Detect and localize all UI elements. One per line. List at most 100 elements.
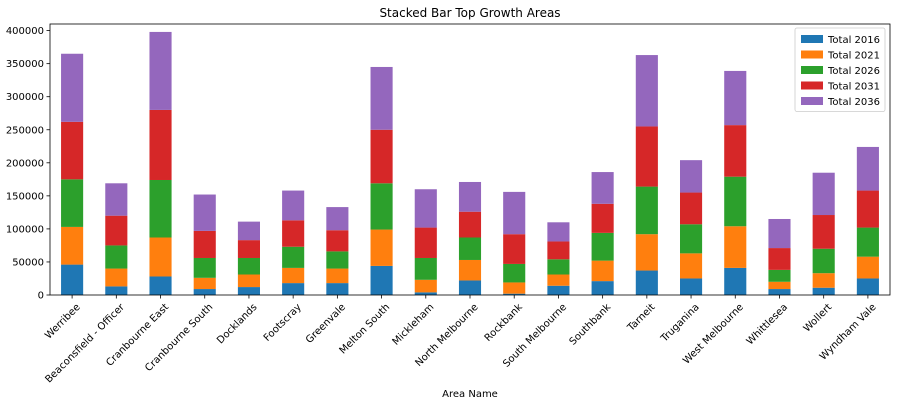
y-tick-label: 0 — [38, 291, 44, 302]
y-tick-label: 350000 — [6, 59, 44, 70]
bar-segment — [724, 226, 747, 268]
bar-segment — [193, 277, 216, 290]
bar-segment — [61, 179, 84, 227]
bar-segment — [193, 289, 216, 295]
y-axis: 0 50000 100000 150000 200000 250000 300000 3500… — [6, 26, 50, 302]
bar-segment — [61, 264, 84, 295]
x-tick-label: Wollert — [802, 302, 835, 335]
x-tick-label: Mickleham — [391, 302, 437, 348]
bar-segment — [591, 203, 614, 233]
bar-segment — [105, 245, 128, 269]
x-tick-label: Whittlesea — [745, 302, 790, 347]
legend: Total 2016 Total 2021 Total 2026 Total 2031… — [794, 27, 886, 112]
bar-segment — [503, 191, 526, 235]
bar-segment — [105, 286, 128, 295]
bar-segment — [547, 259, 570, 275]
bar-segment — [193, 194, 216, 231]
bar-segment — [414, 292, 437, 295]
bar-segment — [503, 234, 526, 264]
x-tick-label: Tarneit — [625, 302, 657, 334]
bar-segment — [591, 260, 614, 282]
y-tick-label: 50000 — [12, 257, 44, 268]
bar-segment — [635, 55, 658, 127]
bar-segment — [326, 207, 349, 231]
bar-segment — [370, 265, 393, 295]
y-tick-label: 300000 — [6, 92, 44, 103]
bar-segment — [724, 267, 747, 295]
bar-segment — [812, 215, 835, 249]
bar-segment — [458, 259, 482, 281]
bar-segment — [149, 237, 172, 277]
bars-layer — [61, 31, 879, 295]
bar-segment — [326, 230, 349, 252]
bar-segment — [680, 278, 703, 295]
x-tick-label: Greenvale — [304, 302, 348, 346]
bar-segment — [635, 270, 658, 295]
bar-segment — [768, 218, 791, 249]
bar-segment — [237, 257, 260, 275]
legend-swatch — [801, 50, 823, 59]
y-tick-label: 250000 — [6, 125, 44, 136]
bar-segment — [458, 181, 482, 212]
bar-segment — [282, 190, 305, 221]
bar-segment — [414, 227, 437, 258]
bar-segment — [370, 183, 393, 230]
bar-segment — [680, 253, 703, 279]
y-tick-label: 400000 — [6, 26, 44, 37]
bar-segment — [680, 224, 703, 254]
bar-segment — [724, 70, 747, 126]
bar-segment — [326, 251, 349, 269]
legend-box — [794, 27, 886, 112]
bar-segment — [61, 53, 84, 122]
legend-entry: Total 2026 — [827, 66, 880, 77]
bar-segment — [282, 267, 305, 284]
bar-segment — [856, 278, 879, 295]
bar-segment — [812, 273, 835, 288]
bar-segment — [370, 129, 393, 184]
bar-segment — [856, 146, 879, 191]
bar-segment — [724, 125, 747, 177]
x-tick-label: Truganina — [658, 302, 701, 345]
bar-segment — [503, 263, 526, 283]
bar-segment — [370, 229, 393, 266]
bar-segment — [768, 281, 791, 290]
bar-segment — [680, 192, 703, 225]
bar-segment — [547, 285, 570, 295]
bar-segment — [61, 226, 84, 265]
x-axis-label: Area Name — [442, 389, 498, 400]
bar-segment — [547, 241, 570, 260]
x-tick-label: Docklands — [215, 302, 259, 346]
bar-segment — [326, 283, 349, 295]
bar-segment — [105, 183, 128, 216]
bar-segment — [680, 160, 703, 193]
bar-segment — [237, 287, 260, 295]
bar-segment — [635, 126, 658, 187]
bar-segment — [105, 215, 128, 246]
legend-swatch — [801, 97, 823, 105]
y-tick-label: 100000 — [6, 224, 44, 235]
bar-segment — [414, 257, 437, 280]
y-tick-label: 200000 — [6, 158, 44, 169]
x-tick-label: Beaconsfield - Officer — [43, 301, 127, 385]
bar-segment — [458, 211, 482, 238]
bar-segment — [503, 282, 526, 294]
legend-swatch — [801, 35, 823, 43]
bar-segment — [768, 289, 791, 295]
bar-segment — [193, 230, 216, 258]
bar-segment — [193, 257, 216, 278]
chart-title: Stacked Bar Top Growth Areas — [379, 6, 560, 20]
bar-segment — [414, 279, 437, 293]
bar-segment — [458, 280, 482, 295]
bar-segment — [547, 274, 570, 286]
legend-entry: Total 2021 — [827, 51, 880, 62]
bar-segment — [856, 190, 879, 228]
bar-segment — [149, 179, 172, 238]
bar-segment — [812, 248, 835, 274]
legend-entry: Total 2036 — [827, 97, 880, 108]
x-tick-label: Rockbank — [483, 302, 525, 344]
bar-segment — [149, 276, 172, 295]
plot-frame — [49, 23, 891, 296]
bar-segment — [237, 274, 260, 288]
legend-entry: Total 2031 — [827, 82, 880, 93]
